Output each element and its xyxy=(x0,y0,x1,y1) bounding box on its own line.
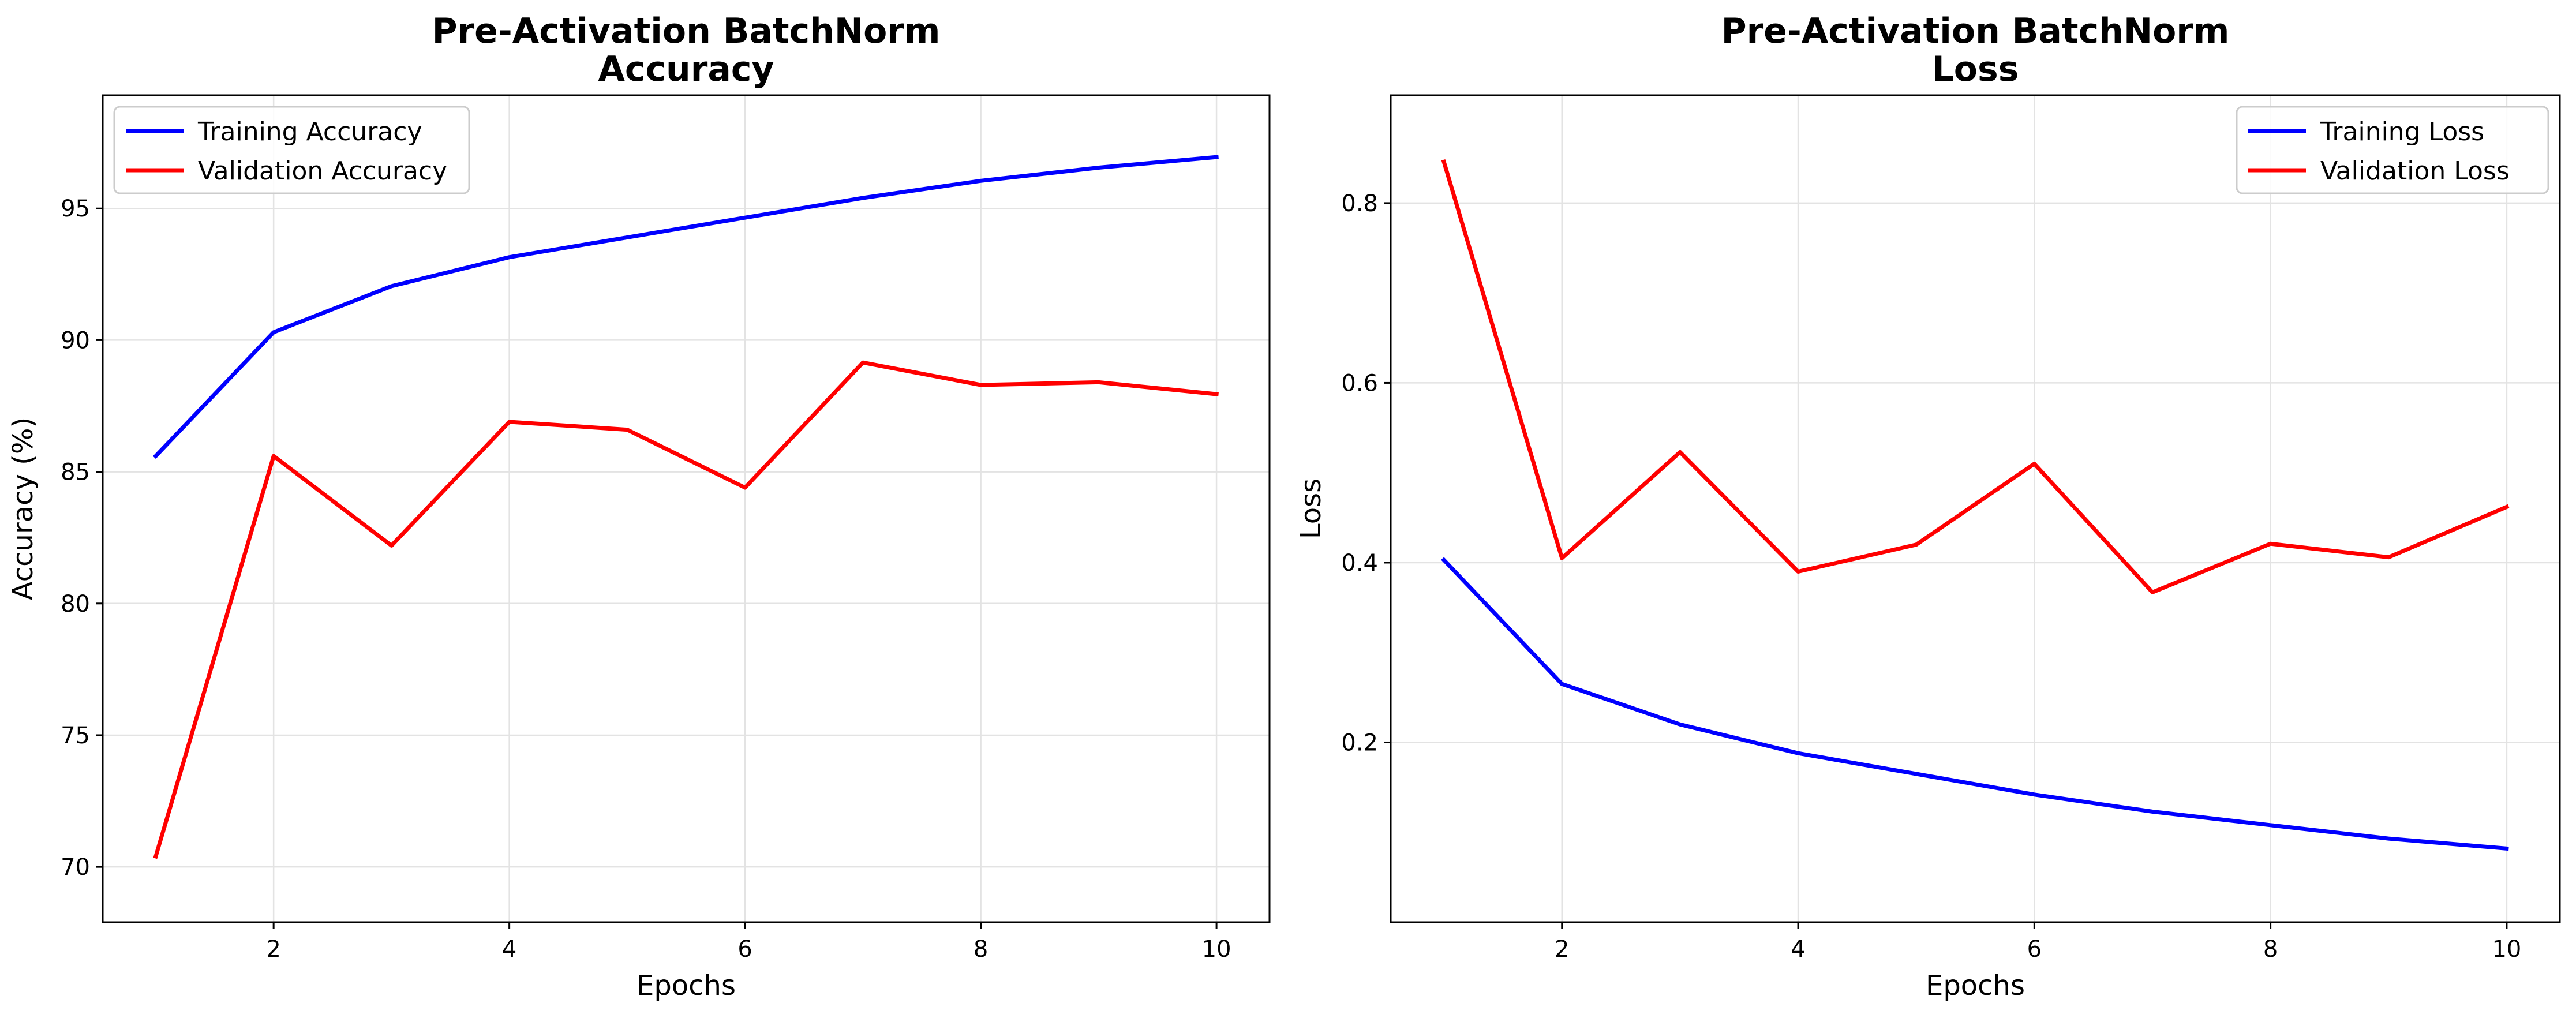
chart-title-line-2: Loss xyxy=(1932,49,2019,89)
y-tick-label: 70 xyxy=(61,854,90,881)
y-axis-label: Accuracy (%) xyxy=(7,417,39,600)
series-line-1 xyxy=(152,155,1219,459)
plot-frame xyxy=(102,94,1271,923)
series-line-2 xyxy=(153,360,1219,859)
plot-frame xyxy=(1390,94,2561,923)
y-tick-label: 0.4 xyxy=(1341,550,1378,577)
y-tick-label: 0.8 xyxy=(1341,190,1378,217)
legend-label-2: Validation Loss xyxy=(2320,156,2510,186)
legend-box xyxy=(113,106,470,194)
series-line-2 xyxy=(1441,159,2510,594)
y-axis-label: Loss xyxy=(1295,478,1327,539)
x-axis-label: Epochs xyxy=(1926,970,2025,1002)
y-tick-label: 90 xyxy=(61,327,90,354)
x-tick-label: 8 xyxy=(2263,936,2278,963)
legend: Training Loss Validation Loss xyxy=(2236,106,2549,194)
chart-title-line-1: Pre-Activation BatchNorm xyxy=(1721,11,2230,51)
x-tick-label: 10 xyxy=(1202,936,1231,963)
series-line-1 xyxy=(1441,557,2509,851)
y-tick-label: 80 xyxy=(61,591,90,617)
legend-label-1: Training Accuracy xyxy=(197,117,422,147)
x-tick-label: 2 xyxy=(1555,936,1569,963)
x-tick-label: 8 xyxy=(974,936,988,963)
x-tick-label: 6 xyxy=(737,936,752,963)
x-tick-label: 10 xyxy=(2492,936,2521,963)
x-tick-label: 4 xyxy=(1791,936,1805,963)
x-tick-label: 4 xyxy=(502,936,516,963)
y-tick-label: 95 xyxy=(61,196,90,222)
legend-label-2: Validation Accuracy xyxy=(198,156,447,186)
y-tick-label: 85 xyxy=(61,459,90,486)
x-tick-label: 2 xyxy=(266,936,280,963)
chart-1: 2 4 6 8 10 70 75 80 85 90 95 Pre-Activation BatchNo… xyxy=(7,11,1271,1002)
chart-title-line-1: Pre-Activation BatchNorm xyxy=(432,11,941,51)
y-tick-label: 75 xyxy=(61,723,90,749)
legend-box xyxy=(2236,106,2549,194)
legend-label-1: Training Loss xyxy=(2320,117,2484,147)
legend: Training Accuracy Validation Accuracy xyxy=(113,106,470,194)
y-tick-label: 0.6 xyxy=(1341,370,1378,396)
x-axis-label: Epochs xyxy=(636,970,736,1002)
chart-2: 2 4 6 8 10 0.2 0.4 0.6 0.8 Pre-Activation BatchNo… xyxy=(1295,11,2561,1002)
y-tick-label: 0.2 xyxy=(1341,729,1378,756)
x-tick-label: 6 xyxy=(2027,936,2042,963)
chart-title-line-2: Accuracy xyxy=(598,49,774,89)
plot-area xyxy=(103,95,1270,922)
plot-area xyxy=(1391,95,2560,922)
